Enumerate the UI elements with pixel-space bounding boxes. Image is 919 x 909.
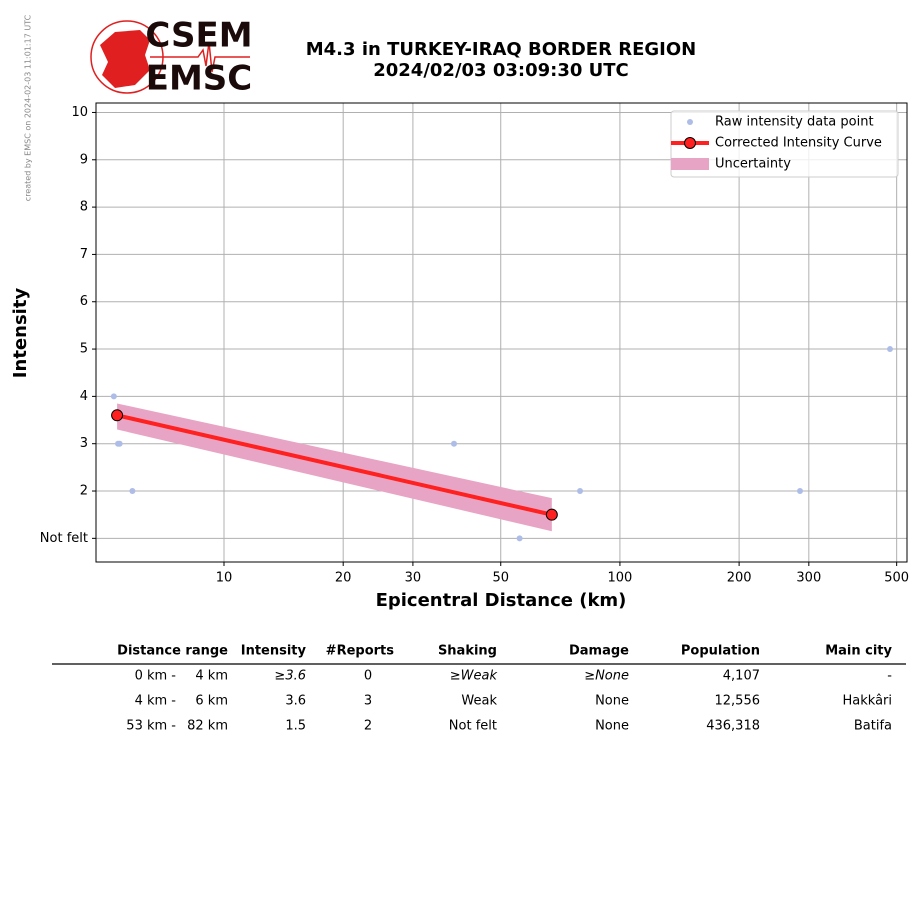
- y-tick-label: 9: [80, 152, 88, 167]
- table-cell: 4 km: [195, 669, 228, 684]
- logo-map: [100, 30, 150, 88]
- table-cell: 6 km: [195, 694, 228, 709]
- table-header: Shaking: [438, 644, 497, 659]
- curve: [116, 413, 553, 517]
- logo-wave: [150, 41, 250, 73]
- table-cell: Not felt: [449, 719, 497, 734]
- plot-frame: [95, 102, 908, 563]
- data-point: [886, 346, 893, 353]
- table-cell: 436,318: [706, 719, 760, 734]
- x-tick-label: 500: [884, 571, 909, 586]
- x-tick-label: 300: [796, 571, 821, 586]
- table-cell: 3.6: [285, 694, 306, 709]
- y-tick-label: 6: [80, 294, 88, 309]
- table-header: #Reports: [326, 644, 395, 659]
- curve-point: [111, 409, 124, 422]
- legend-marker: [684, 137, 696, 149]
- table-cell: 1.5: [285, 719, 306, 734]
- table-cell: 2: [364, 719, 372, 734]
- uncertainty-band: [117, 403, 552, 532]
- x-tick-label: 30: [405, 571, 422, 586]
- x-tick-label: 20: [335, 571, 352, 586]
- x-tick-label: 50: [492, 571, 509, 586]
- table-header: Distance range: [117, 644, 228, 659]
- table-cell: None: [595, 719, 629, 734]
- logo-top: CSEM: [145, 16, 252, 56]
- data-point: [577, 488, 584, 495]
- x-tick-label: 200: [727, 571, 752, 586]
- table-cell: -: [887, 669, 892, 684]
- chart-title: M4.3 in TURKEY-IRAQ BORDER REGION: [306, 39, 696, 60]
- table-header: Intensity: [241, 644, 307, 659]
- data-point: [516, 535, 523, 542]
- table-header: Main city: [825, 644, 892, 659]
- data-point: [110, 393, 117, 400]
- data-point: [129, 488, 136, 495]
- table-cell: ≥None: [584, 669, 629, 684]
- table-cell: Weak: [461, 694, 497, 709]
- table-cell: 12,556: [715, 694, 761, 709]
- legend-marker: [687, 119, 693, 125]
- table-header: Damage: [569, 644, 629, 659]
- y-tick-label: 5: [80, 342, 88, 357]
- legend-marker: [671, 158, 709, 170]
- x-axis-label: Epicentral Distance (km): [376, 590, 627, 611]
- table-cell: ≥3.6: [274, 669, 306, 684]
- table-cell: 82 km: [187, 719, 228, 734]
- legend-label: Raw intensity data point: [715, 115, 874, 130]
- y-tick-label: 3: [80, 436, 88, 451]
- y-tick-label: 10: [71, 105, 88, 120]
- legend-label: Corrected Intensity Curve: [715, 136, 882, 151]
- table-cell: 4,107: [723, 669, 760, 684]
- table-cell: Batifa: [854, 719, 892, 734]
- y-tick-label: Not felt: [40, 531, 88, 546]
- table-header: Population: [681, 644, 760, 659]
- legend-label: Uncertainty: [715, 157, 791, 172]
- y-axis-label: Intensity: [10, 288, 31, 379]
- table-cell: None: [595, 694, 629, 709]
- table-cell: 0 km -: [135, 669, 177, 684]
- y-tick-label: 7: [80, 247, 88, 262]
- table-cell: 53 km -: [126, 719, 176, 734]
- table-cell: 4 km -: [135, 694, 177, 709]
- logo: CSEM EMSC: [90, 16, 253, 99]
- chart-subtitle: 2024/02/03 03:09:30 UTC: [373, 60, 629, 81]
- logo-bottom: EMSC: [146, 59, 253, 99]
- y-tick-label: 4: [80, 389, 88, 404]
- curve-point: [545, 508, 558, 521]
- data-point: [451, 440, 458, 447]
- x-tick-label: 100: [608, 571, 633, 586]
- table-cell: ≥Weak: [450, 669, 498, 684]
- data-point: [797, 488, 804, 495]
- data-point: [116, 440, 123, 447]
- table-cell: 3: [364, 694, 372, 709]
- y-tick-label: 8: [80, 200, 88, 215]
- y-tick-label: 2: [80, 484, 88, 499]
- x-tick-label: 10: [216, 571, 233, 586]
- table-cell: Hakkâri: [843, 694, 893, 709]
- side-note: created by EMSC on 2024-02-03 11:01:17 U…: [24, 14, 33, 201]
- table-cell: 0: [364, 669, 372, 684]
